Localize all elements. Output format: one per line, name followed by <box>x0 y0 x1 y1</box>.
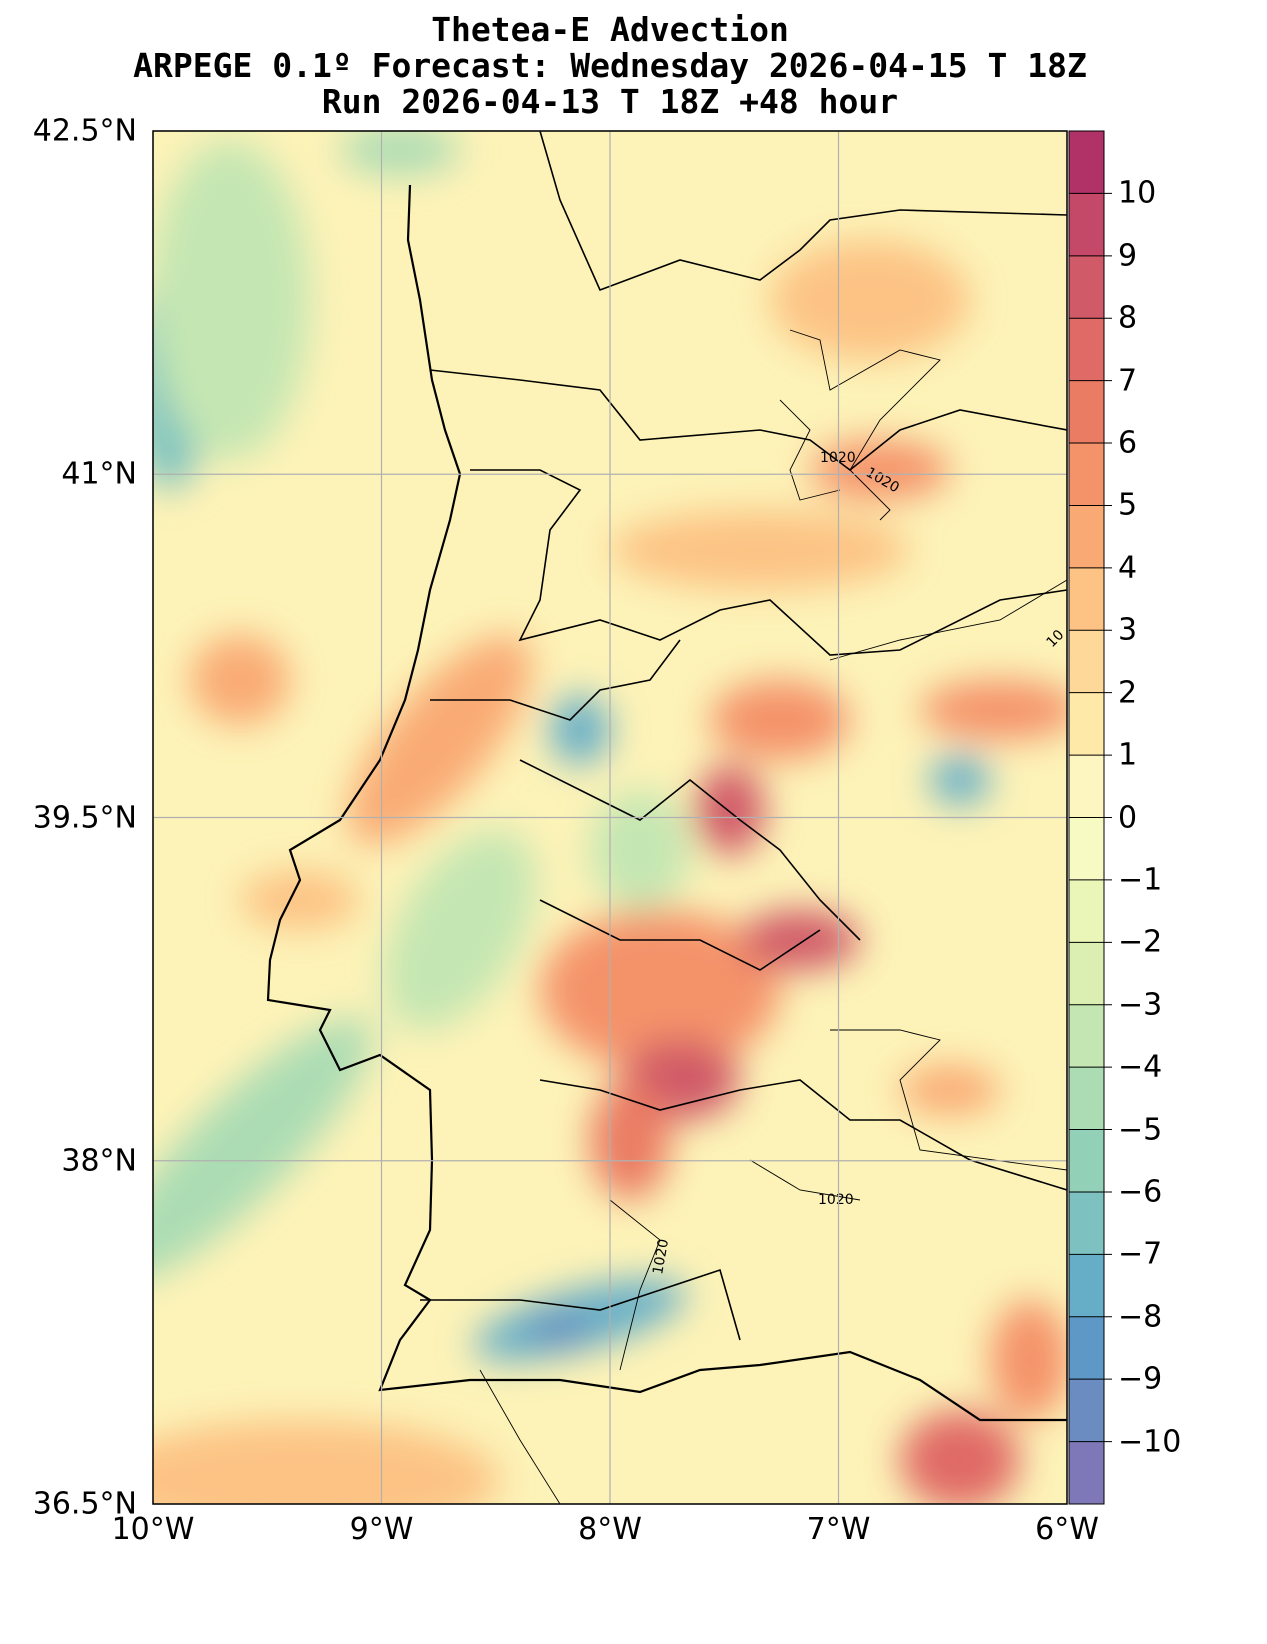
colorbar-tick-label: −6 <box>1118 1174 1163 1210</box>
isobar-label: 1020 <box>650 1238 672 1276</box>
colorbar-segment <box>1069 692 1104 756</box>
colorbar-segment <box>1069 1191 1104 1255</box>
colorbar-segment <box>1069 1129 1104 1193</box>
colorbar-segment <box>1069 443 1104 506</box>
lon-tick-label: 8°W <box>578 1512 642 1547</box>
isobar-label: 1020 <box>820 450 856 466</box>
colorbar-tick-label: 9 <box>1118 238 1138 274</box>
coastline <box>266 184 1067 1422</box>
theta-e-field: 1020 1020 1020 1020 10 <box>153 131 1067 1504</box>
lat-tick-label: 36.5°N <box>32 1486 137 1522</box>
colorbar-segment <box>1069 942 1104 1006</box>
colorbar <box>1068 130 1112 1505</box>
colorbar-tick-label: 8 <box>1118 300 1138 336</box>
colorbar-tick-label: −10 <box>1118 1424 1182 1460</box>
colorbar-tick-label: 6 <box>1118 425 1138 461</box>
title-line-2: ARPEGE 0.1º Forecast: Wednesday 2026-04-… <box>133 46 1087 85</box>
colorbar-segment <box>1069 1067 1104 1131</box>
colorbar-frame <box>1068 130 1105 1505</box>
map-frame <box>152 130 1068 1505</box>
title-line-1: Thetea-E Advection <box>431 10 789 49</box>
lon-tick-label: 10°W <box>111 1512 195 1547</box>
colorbar-segment <box>1069 817 1104 881</box>
colorbar-segment <box>1069 879 1104 943</box>
colorbar-segment <box>1069 1379 1104 1443</box>
lat-tick-label: 42.5°N <box>32 113 137 149</box>
colorbar-segment <box>1069 1254 1104 1318</box>
lat-tick-label: 39.5°N <box>32 800 137 835</box>
lat-tick-label: 41°N <box>61 456 137 492</box>
colorbar-segment <box>1069 380 1104 444</box>
colorbar-tick-label: −8 <box>1118 1299 1163 1335</box>
colorbar-segment <box>1069 255 1104 319</box>
colorbar-segment <box>1069 755 1104 818</box>
colorbar-tick-label: −3 <box>1118 987 1163 1023</box>
lon-tick-label: 7°W <box>806 1512 871 1547</box>
colorbar-tick-label: 5 <box>1118 487 1138 523</box>
colorbar-tick-label: 10 <box>1118 175 1157 211</box>
colorbar-segment <box>1069 567 1104 631</box>
colorbar-segment <box>1069 193 1104 257</box>
lat-tick-label: 38°N <box>61 1143 137 1179</box>
colorbar-segment <box>1069 1004 1104 1068</box>
colorbar-segment <box>1069 1441 1104 1505</box>
colorbar-tick-label: 3 <box>1118 612 1138 648</box>
title-line-3: Run 2026-04-13 T 18Z +48 hour <box>321 82 899 121</box>
colorbar-tick-label: −7 <box>1118 1236 1163 1272</box>
colorbar-tick-label: 0 <box>1118 800 1138 835</box>
colorbar-tick-label: 7 <box>1118 363 1138 399</box>
isobar-label: 1020 <box>818 1192 854 1208</box>
border-lines <box>420 131 1067 1341</box>
colorbar-tick-label: −5 <box>1118 1112 1163 1148</box>
colorbar-tick-label: −1 <box>1118 862 1163 898</box>
colorbar-segment <box>1069 131 1104 194</box>
colorbar-tick-label: 1 <box>1118 737 1138 773</box>
lon-tick-label: 9°W <box>349 1512 414 1547</box>
colorbar-segment <box>1069 318 1104 382</box>
colorbar-segment <box>1069 1316 1104 1380</box>
colorbar-segment <box>1069 630 1104 694</box>
lon-tick-label: 6°W <box>1035 1512 1099 1547</box>
colorbar-tick-label: 2 <box>1118 675 1138 711</box>
colorbar-tick-label: −4 <box>1118 1049 1163 1085</box>
colorbar-tick-label: 4 <box>1118 550 1138 586</box>
isobars <box>479 329 1067 1504</box>
colorbar-segment <box>1069 505 1104 569</box>
colorbar-tick-label: −2 <box>1118 924 1163 960</box>
colorbar-tick-label: −9 <box>1118 1361 1163 1397</box>
